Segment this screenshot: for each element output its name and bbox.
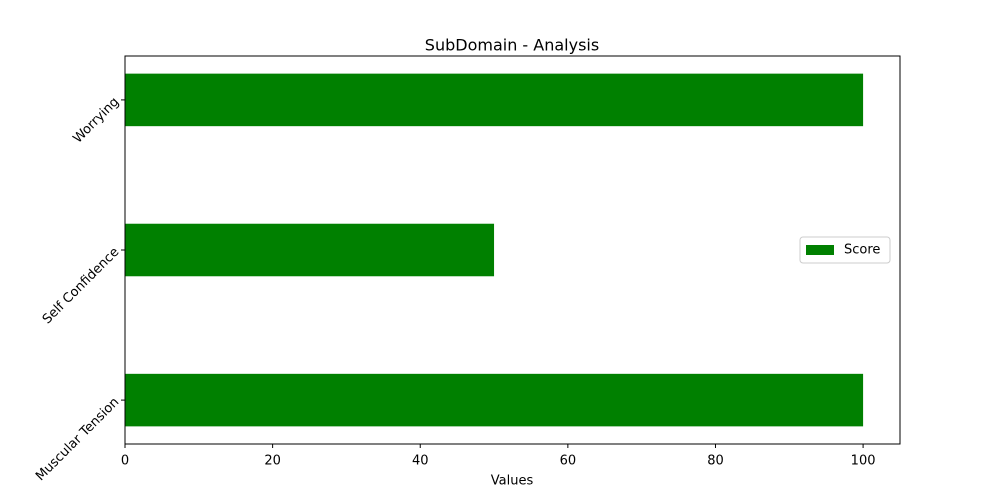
- x-tick-label: 100: [851, 454, 876, 469]
- x-tick-label: 20: [264, 454, 281, 469]
- plot-frame: [124, 55, 901, 445]
- x-tick-label: 40: [412, 454, 429, 469]
- x-axis-label: Values: [491, 474, 534, 489]
- y-tick-label: Self Confidence: [40, 245, 122, 327]
- bar: [125, 373, 864, 427]
- legend-box: [799, 236, 891, 264]
- y-tick-label: Muscular Tension: [33, 395, 122, 484]
- bar: [125, 73, 864, 127]
- legend-swatch: [806, 245, 834, 255]
- bar: [125, 223, 495, 277]
- y-tick-label: Worrying: [70, 95, 122, 147]
- legend-label: Score: [844, 243, 880, 258]
- x-tick-label: 0: [121, 454, 129, 469]
- x-tick-label: 80: [707, 454, 724, 469]
- chart-title: SubDomain - Analysis: [425, 36, 599, 55]
- x-tick-label: 60: [560, 454, 577, 469]
